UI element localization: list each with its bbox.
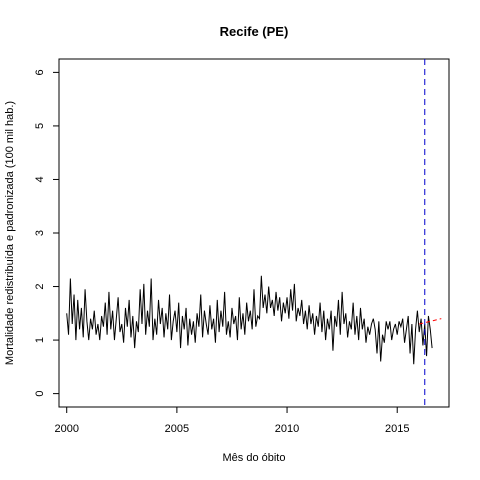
- y-axis-label: Mortalidade redistribuída e padronizada …: [4, 101, 16, 365]
- y-tick-label: 3: [34, 230, 46, 236]
- y-tick-label: 1: [34, 337, 46, 343]
- x-tick-label: 2000: [54, 423, 78, 435]
- y-axis: 0 1 2 3 4 5 6: [34, 69, 60, 397]
- y-tick-label: 4: [34, 176, 46, 182]
- y-tick-label: 0: [34, 391, 46, 397]
- x-tick-label: 2015: [385, 423, 409, 435]
- x-axis-label: Mês do óbito: [223, 452, 286, 464]
- x-axis: 2000 2005 2010 2015: [54, 406, 409, 435]
- series-line-forecast: [419, 318, 442, 325]
- y-tick-label: 6: [34, 69, 46, 75]
- plot-frame: [58, 58, 450, 408]
- y-tick-label: 5: [34, 123, 46, 129]
- plot-area: [66, 59, 442, 407]
- x-tick-label: 2010: [275, 423, 299, 435]
- chart-title: Recife (PE): [220, 24, 289, 39]
- series-line-observed: [66, 275, 433, 365]
- y-tick-label: 2: [34, 283, 46, 289]
- x-tick-label: 2005: [165, 423, 189, 435]
